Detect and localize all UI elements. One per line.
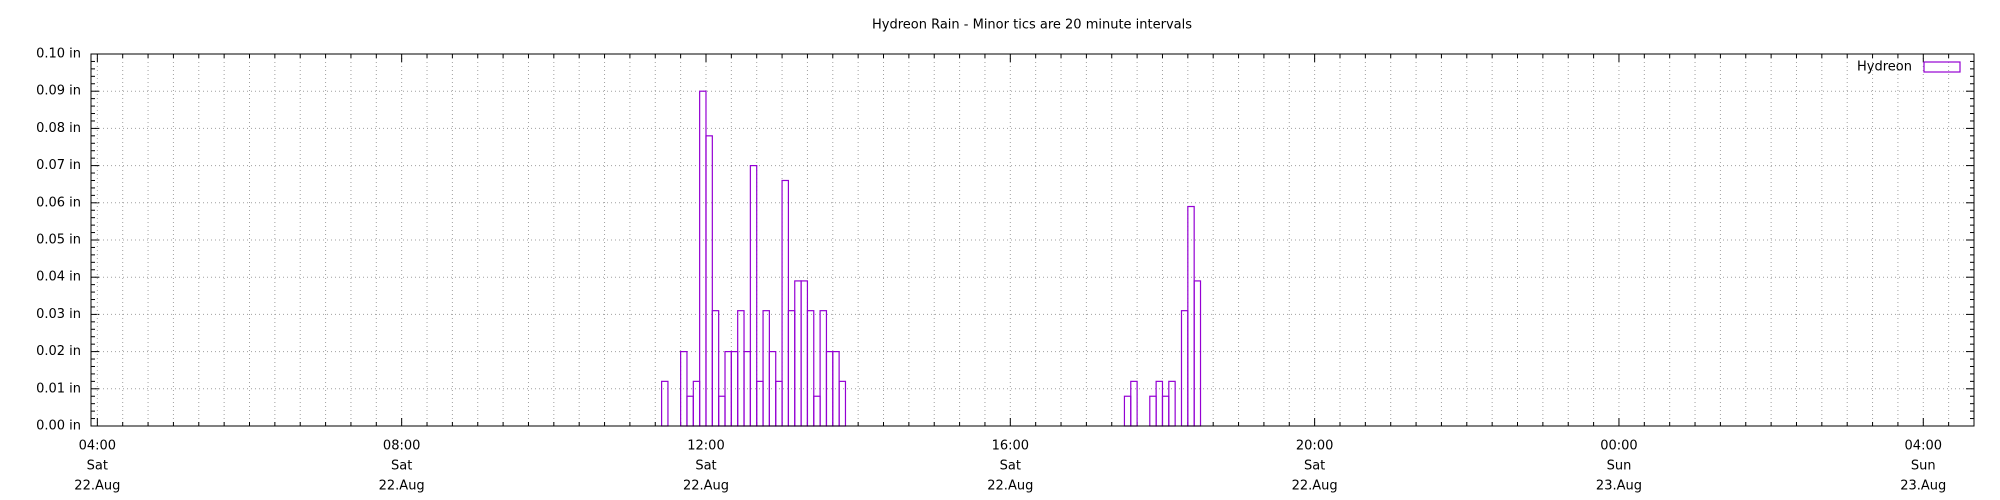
bar [806,310,815,427]
bar [1149,395,1157,427]
y-tick-label: 0.01 in [36,381,81,396]
legend-label: Hydreon [1857,60,1912,75]
x-tick-label: 22.Aug [74,479,120,494]
x-tick-label: 12:00 [687,439,724,454]
bar [737,310,745,427]
bar [699,90,707,427]
bar [705,135,713,427]
x-tick-label: Sat [87,459,108,474]
bar [718,395,726,427]
bar [787,310,796,427]
bar [1180,310,1189,427]
x-tick-label: Sun [1607,459,1632,474]
bar [794,280,802,427]
bar [730,351,739,427]
x-tick-label: 23.Aug [1596,479,1642,494]
legend-swatch [1923,61,1961,73]
y-tick-label: 0.04 in [36,270,81,285]
x-tick-label: Sun [1911,459,1936,474]
bar [1155,380,1164,427]
bar [800,280,809,427]
bar [1161,395,1170,427]
x-tick-label: Sat [391,459,412,474]
bar [749,165,758,427]
x-tick-label: Sat [1304,459,1325,474]
x-tick-label: 16:00 [992,439,1029,454]
bar [819,310,828,427]
y-tick-label: 0.02 in [36,344,81,359]
x-tick-label: 22.Aug [379,479,425,494]
bar [1187,205,1195,427]
bar [1168,380,1176,427]
x-tick-label: 20:00 [1296,439,1333,454]
x-tick-label: Sat [695,459,716,474]
bar [711,310,720,427]
y-tick-label: 0.09 in [36,84,81,99]
x-tick-label: 22.Aug [1292,479,1338,494]
bar [775,380,783,427]
y-tick-label: 0.10 in [36,47,81,62]
bar [661,380,669,427]
bar [686,395,694,427]
bar [692,380,701,427]
y-tick-label: 0.06 in [36,195,81,210]
bar [813,395,821,427]
x-tick-label: 00:00 [1600,439,1637,454]
y-tick-label: 0.07 in [36,158,81,173]
bar [724,351,732,427]
bar [756,380,764,427]
x-tick-label: Sat [1000,459,1021,474]
x-tick-label: 04:00 [1905,439,1942,454]
bar [1193,280,1202,427]
bar [838,380,847,427]
x-tick-label: 08:00 [383,439,420,454]
y-tick-label: 0.03 in [36,307,81,322]
chart-title: Hydreon Rain - Minor tics are 20 minute … [872,18,1192,33]
plot-border [90,53,1975,427]
x-tick-label: 22.Aug [987,479,1033,494]
x-tick-label: 04:00 [79,439,116,454]
bar [768,351,777,427]
y-tick-label: 0.00 in [36,419,81,434]
x-tick-label: 23.Aug [1900,479,1946,494]
x-tick-label: 22.Aug [683,479,729,494]
bar [1130,380,1138,427]
bar [762,310,770,427]
y-tick-label: 0.08 in [36,121,81,136]
y-tick-label: 0.05 in [36,233,81,248]
bar [1123,395,1132,427]
